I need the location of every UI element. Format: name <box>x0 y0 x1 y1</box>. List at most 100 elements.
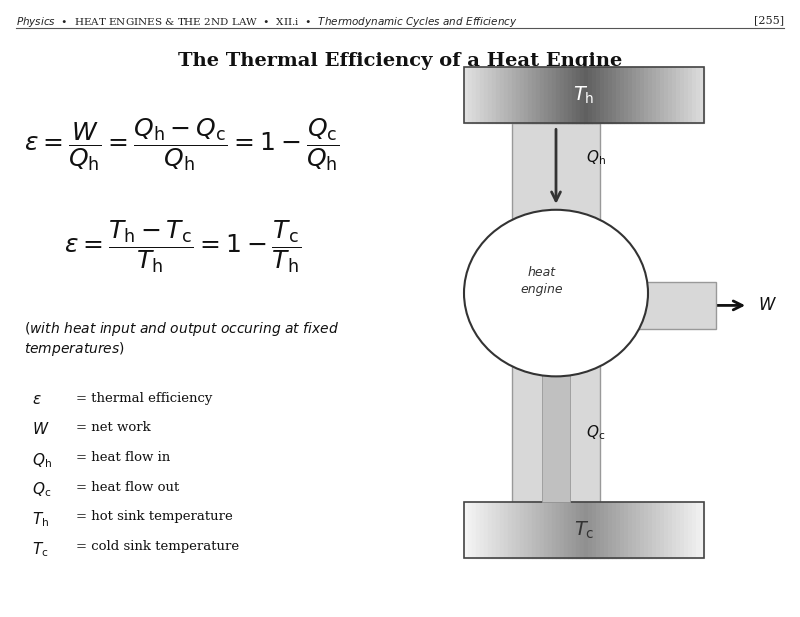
Bar <box>652 67 656 123</box>
Bar <box>544 67 548 123</box>
Bar <box>664 502 668 558</box>
Bar <box>672 502 676 558</box>
Text: = thermal efficiency: = thermal efficiency <box>76 392 212 405</box>
Bar <box>496 67 500 123</box>
Bar <box>660 67 664 123</box>
Bar <box>528 67 532 123</box>
Bar <box>572 502 576 558</box>
Text: $Q_\mathrm{c}$: $Q_\mathrm{c}$ <box>586 423 606 442</box>
Text: $T_\mathrm{h}$: $T_\mathrm{h}$ <box>32 510 49 529</box>
Bar <box>508 502 512 558</box>
Text: = heat flow in: = heat flow in <box>76 451 170 464</box>
Bar <box>624 502 628 558</box>
Text: $W$: $W$ <box>32 421 50 437</box>
Bar <box>696 502 700 558</box>
Bar <box>496 502 500 558</box>
Bar <box>484 502 488 558</box>
Bar <box>620 502 624 558</box>
Bar <box>508 67 512 123</box>
Ellipse shape <box>464 210 648 376</box>
Bar <box>640 67 644 123</box>
Polygon shape <box>562 282 716 329</box>
Bar <box>648 502 652 558</box>
Text: = cold sink temperature: = cold sink temperature <box>76 540 239 553</box>
Bar <box>624 67 628 123</box>
Bar <box>636 502 640 558</box>
Text: = net work: = net work <box>76 421 150 434</box>
Bar <box>672 67 676 123</box>
Text: heat
engine: heat engine <box>520 266 563 296</box>
Bar <box>636 67 640 123</box>
Bar <box>464 502 468 558</box>
Bar <box>556 67 560 123</box>
Text: = hot sink temperature: = hot sink temperature <box>76 510 233 523</box>
Bar <box>648 67 652 123</box>
Bar <box>620 67 624 123</box>
Bar <box>520 67 524 123</box>
Bar <box>568 67 572 123</box>
Bar <box>688 67 692 123</box>
Bar <box>632 502 636 558</box>
Bar <box>628 502 632 558</box>
Bar <box>472 502 476 558</box>
Bar <box>504 67 508 123</box>
Text: $\it{Physics}$  $\bullet$  HEAT ENGINES & THE 2ND LAW  $\bullet$  XII.i  $\bulle: $\it{Physics}$ $\bullet$ HEAT ENGINES & … <box>16 15 518 30</box>
Text: $Q_\mathrm{c}$: $Q_\mathrm{c}$ <box>32 481 51 499</box>
Bar <box>532 502 536 558</box>
Bar <box>492 502 496 558</box>
Text: $Q_\mathrm{h}$: $Q_\mathrm{h}$ <box>32 451 52 470</box>
Bar <box>520 502 524 558</box>
Bar <box>552 502 556 558</box>
Text: $(with\ heat\ input\ and\ output\ occuring\ at\ fixed$
$temperatures)$: $(with\ heat\ input\ and\ output\ occuri… <box>24 320 339 358</box>
Text: $\varepsilon$: $\varepsilon$ <box>32 392 42 407</box>
Bar <box>548 67 552 123</box>
Bar <box>564 502 568 558</box>
Text: $\mathbf{\it{W}}$: $\mathbf{\it{W}}$ <box>758 296 777 315</box>
Bar <box>488 67 492 123</box>
Bar <box>584 67 588 123</box>
Bar <box>684 67 688 123</box>
Text: $\varepsilon = \dfrac{W}{Q_\mathrm{h}} = \dfrac{Q_\mathrm{h} - Q_\mathrm{c}}{Q_\: $\varepsilon = \dfrac{W}{Q_\mathrm{h}} =… <box>24 117 339 173</box>
Text: The Thermal Efficiency of a Heat Engine: The Thermal Efficiency of a Heat Engine <box>178 52 622 70</box>
Text: $Q_\mathrm{h}$: $Q_\mathrm{h}$ <box>586 148 606 167</box>
Bar <box>512 67 516 123</box>
Bar <box>476 502 480 558</box>
Bar <box>480 67 484 123</box>
Bar <box>700 67 704 123</box>
Bar <box>640 502 644 558</box>
Bar <box>524 502 528 558</box>
Bar <box>592 67 596 123</box>
Bar <box>576 502 580 558</box>
Bar <box>464 502 704 558</box>
Bar <box>580 502 584 558</box>
Bar <box>692 67 696 123</box>
Bar <box>604 67 608 123</box>
Bar <box>584 502 588 558</box>
Bar <box>600 67 604 123</box>
Bar <box>608 502 612 558</box>
Bar <box>560 67 564 123</box>
Bar <box>580 67 584 123</box>
Text: $T_\mathrm{h}$: $T_\mathrm{h}$ <box>574 85 594 106</box>
Bar <box>656 502 660 558</box>
Bar <box>536 67 540 123</box>
Bar <box>480 502 484 558</box>
Bar <box>664 67 668 123</box>
Bar <box>512 123 600 502</box>
Bar <box>688 502 692 558</box>
Bar <box>616 67 620 123</box>
Bar <box>464 67 468 123</box>
Bar <box>632 67 636 123</box>
Bar <box>540 67 544 123</box>
Bar <box>656 67 660 123</box>
Bar <box>464 67 704 123</box>
Bar <box>516 67 520 123</box>
Bar <box>564 67 568 123</box>
Bar <box>652 502 656 558</box>
Text: $T_\mathrm{c}$: $T_\mathrm{c}$ <box>574 520 594 540</box>
Bar <box>668 67 672 123</box>
Bar <box>560 502 564 558</box>
Text: $T_\mathrm{c}$: $T_\mathrm{c}$ <box>32 540 49 558</box>
Bar <box>572 67 576 123</box>
Bar <box>484 67 488 123</box>
